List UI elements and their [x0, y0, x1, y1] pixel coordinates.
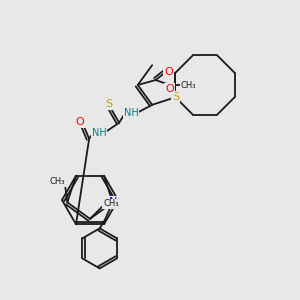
Text: N: N: [109, 197, 117, 207]
Text: S: S: [106, 99, 113, 109]
Text: O: O: [76, 117, 85, 127]
Text: CH₃: CH₃: [181, 80, 197, 89]
Text: O: O: [165, 84, 174, 94]
Text: NH: NH: [124, 108, 139, 118]
Text: CH₃: CH₃: [50, 177, 65, 186]
Text: S: S: [172, 92, 179, 102]
Text: NH: NH: [92, 128, 106, 138]
Text: O: O: [164, 67, 173, 77]
Text: CH₃: CH₃: [103, 199, 119, 208]
